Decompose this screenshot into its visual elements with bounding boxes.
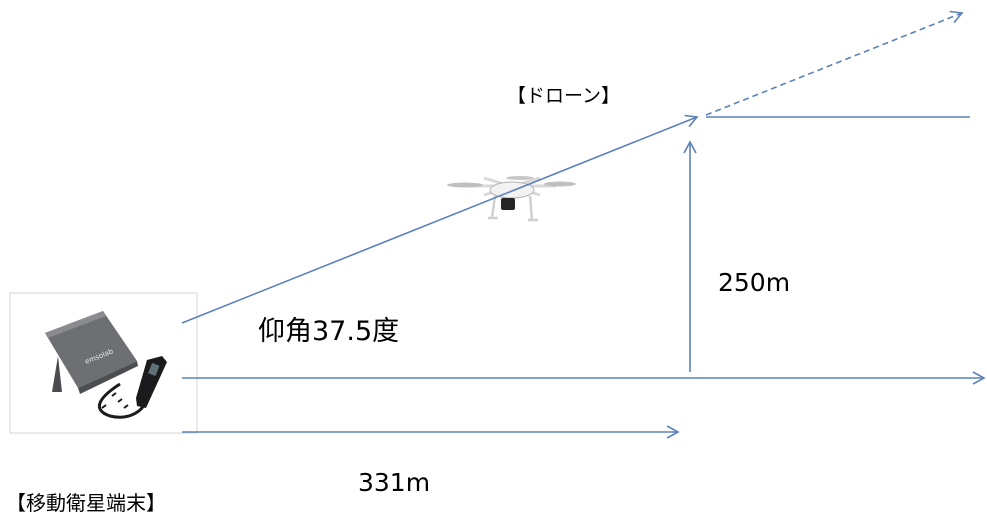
drone-label: 【ドローン】 — [507, 85, 620, 107]
height-label: 250m — [718, 268, 790, 297]
distance-label: 331m — [358, 468, 430, 497]
drone-rotor — [544, 181, 576, 187]
elevation-extension-line — [705, 10, 964, 116]
elevation-line — [181, 114, 699, 324]
drone-rotor — [506, 176, 534, 180]
handset — [136, 356, 167, 408]
elevation-angle-label: 仰角37.5度 — [258, 316, 399, 347]
drone-camera — [501, 198, 515, 210]
handset-cord — [97, 382, 148, 419]
drone-rotor — [447, 182, 483, 188]
drone-image — [447, 176, 576, 222]
terminal-label: 【移動衛星端末】 — [6, 491, 166, 515]
satellite-terminal-image: emsolab — [9, 292, 198, 434]
